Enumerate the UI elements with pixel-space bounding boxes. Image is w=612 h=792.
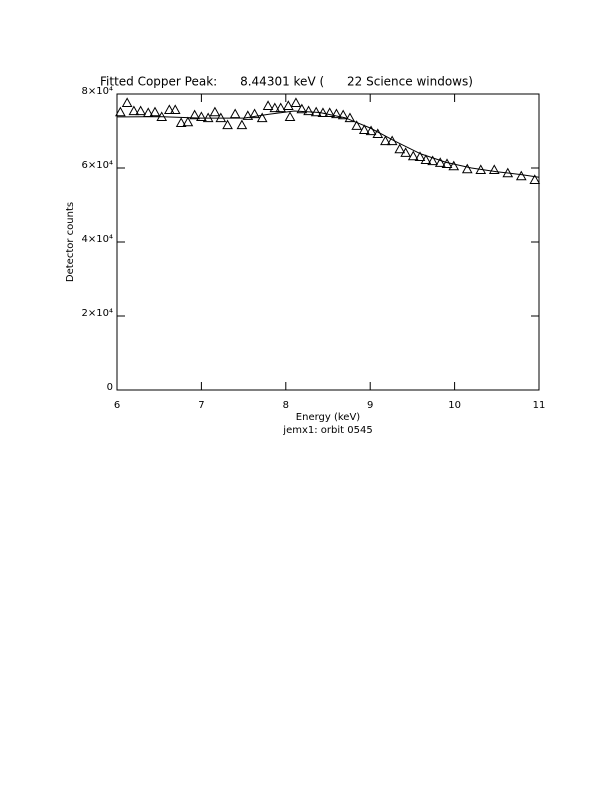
data-point [284, 111, 296, 122]
subtitle: jemx1: orbit 0545 [282, 425, 372, 436]
data-point [331, 108, 342, 119]
data-point [209, 106, 221, 117]
data-point [189, 109, 200, 120]
data-point [182, 116, 194, 127]
data-point [515, 170, 527, 181]
data-point [275, 102, 287, 113]
data-point [249, 108, 260, 119]
x-tick-label: 10 [448, 400, 461, 411]
data-point [256, 112, 268, 123]
fit-line [116, 110, 540, 178]
data-point [351, 120, 363, 130]
data-point [290, 97, 302, 107]
data-point [128, 105, 140, 116]
data-point [324, 107, 336, 117]
data-point [196, 111, 207, 122]
y-tick-label: 6×10⁴ [82, 160, 113, 171]
data-point [149, 106, 161, 117]
data-point [414, 151, 426, 161]
data-point [222, 119, 233, 130]
y-tick-label: 0 [107, 382, 113, 393]
data-point [420, 154, 432, 164]
data-point [461, 163, 473, 174]
data-point [407, 150, 419, 161]
data-point [448, 160, 460, 171]
data-point [282, 100, 294, 110]
x-tick-label: 9 [367, 400, 373, 411]
y-tick-label: 4×10⁴ [82, 234, 113, 245]
data-point [262, 100, 274, 110]
data-point [380, 135, 391, 146]
data-point [169, 104, 181, 115]
data-point [434, 157, 446, 167]
data-point [296, 103, 308, 114]
x-tick-label: 8 [283, 400, 289, 411]
data-point [115, 106, 126, 117]
data-point [358, 124, 370, 134]
y-tick-label: 2×10⁴ [82, 308, 113, 319]
data-point [135, 105, 146, 116]
data-point [365, 125, 377, 136]
x-tick-label: 6 [114, 400, 120, 411]
data-point [394, 143, 406, 154]
data-point [269, 102, 281, 113]
data-point [344, 112, 356, 123]
data-point [488, 164, 500, 174]
x-axis-label: Energy (keV) [296, 412, 361, 423]
data-point [163, 104, 175, 115]
data-point [242, 110, 254, 120]
data-point [303, 105, 314, 116]
x-tick-label: 11 [533, 400, 546, 411]
plot-frame [116, 93, 540, 391]
data-point [121, 97, 133, 107]
data-point [427, 155, 439, 166]
data-point [236, 119, 248, 130]
data-point [229, 108, 241, 119]
data-point [529, 174, 541, 184]
chart-title: Fitted Copper Peak: 8.44301 keV ( 22 Sci… [100, 75, 473, 89]
y-tick-label: 8×10⁴ [82, 86, 113, 97]
y-axis-label: Detector counts [65, 202, 76, 282]
data-point [175, 117, 187, 127]
data-point [400, 147, 411, 157]
x-tick-label: 7 [198, 400, 204, 411]
data-point [337, 109, 349, 120]
